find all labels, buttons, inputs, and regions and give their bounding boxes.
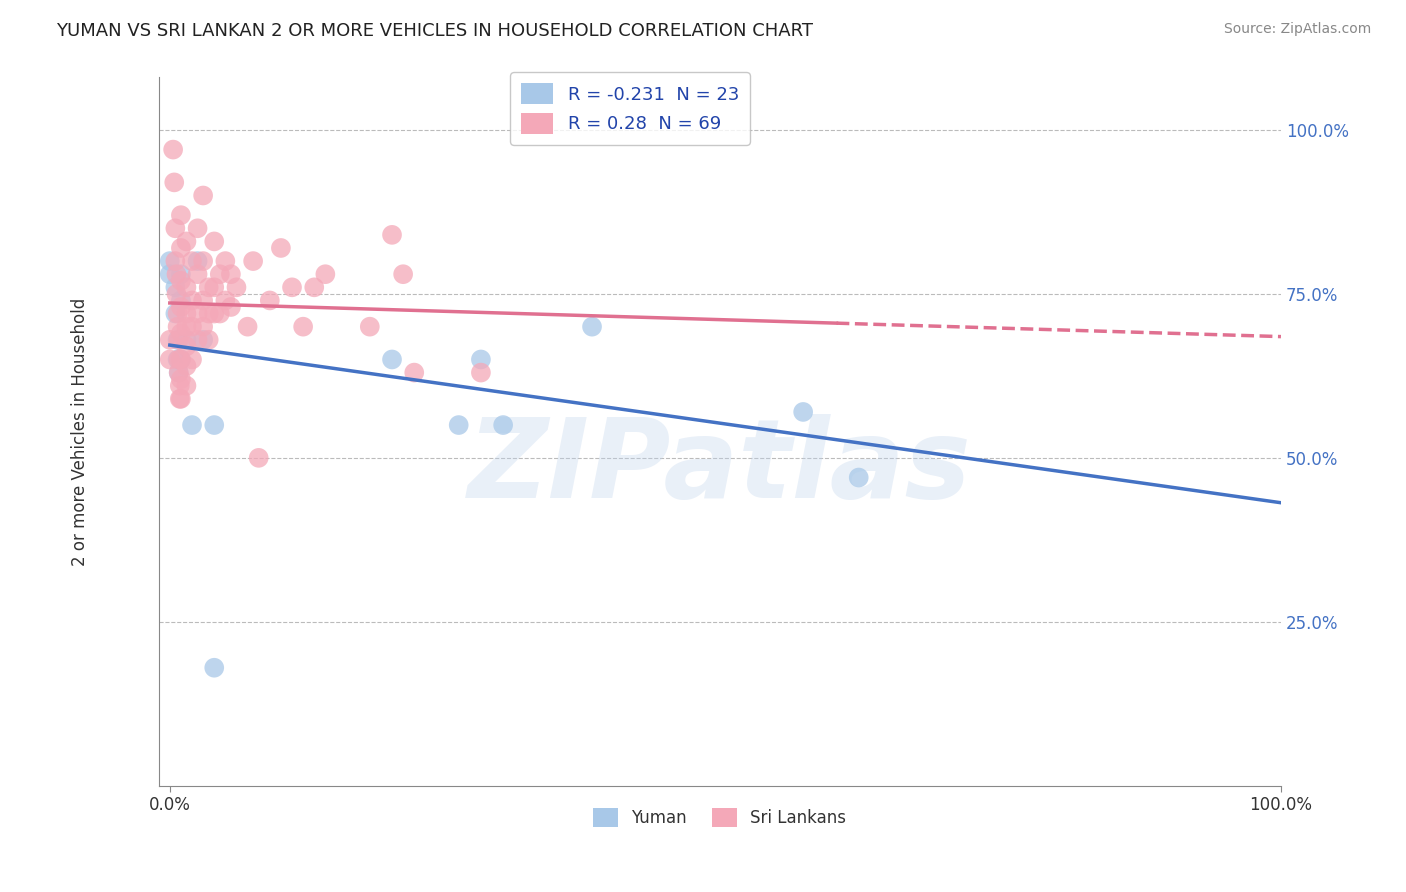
Point (187, 254, 209, 268)
Point (359, 319, 381, 334)
Point (236, 319, 259, 334)
Legend: Yuman, Sri Lankans: Yuman, Sri Lankans (586, 802, 853, 834)
Point (492, 418, 515, 433)
Point (191, 333, 214, 347)
Point (165, 280, 187, 294)
Point (214, 254, 236, 268)
Point (170, 372, 193, 386)
Point (792, 405, 814, 419)
Point (176, 280, 198, 294)
Point (162, 143, 184, 157)
Point (170, 241, 193, 255)
Point (197, 280, 219, 294)
Point (169, 392, 191, 406)
Point (166, 352, 188, 367)
Point (166, 333, 188, 347)
Point (197, 333, 219, 347)
Point (167, 333, 190, 347)
Point (170, 326, 193, 341)
Point (181, 254, 204, 268)
Point (208, 307, 231, 321)
Point (176, 333, 198, 347)
Point (170, 293, 193, 308)
Point (170, 352, 193, 367)
Point (581, 319, 603, 334)
Point (181, 352, 204, 367)
Point (292, 319, 315, 334)
Point (166, 267, 188, 281)
Point (314, 267, 336, 281)
Point (187, 267, 209, 281)
Point (170, 274, 193, 288)
Point (202, 661, 225, 675)
Point (176, 359, 198, 373)
Point (304, 280, 326, 294)
Point (159, 352, 181, 367)
Point (170, 392, 193, 406)
Point (219, 267, 242, 281)
Point (181, 319, 204, 334)
Point (159, 254, 181, 268)
Point (381, 352, 404, 367)
Point (167, 366, 190, 380)
Point (202, 307, 225, 321)
Point (176, 307, 198, 321)
Point (169, 378, 191, 392)
Text: Source: ZipAtlas.com: Source: ZipAtlas.com (1223, 22, 1371, 37)
Point (166, 319, 188, 334)
Point (170, 208, 193, 222)
Text: ZIPatlas: ZIPatlas (468, 414, 972, 521)
Point (163, 175, 186, 189)
Point (170, 267, 193, 281)
Point (176, 319, 198, 334)
Point (242, 254, 264, 268)
Point (159, 267, 181, 281)
Point (247, 450, 270, 465)
Point (165, 307, 187, 321)
Point (404, 366, 426, 380)
Point (219, 300, 242, 314)
Point (191, 293, 214, 308)
Point (381, 227, 404, 242)
Point (848, 470, 870, 484)
Point (259, 293, 281, 308)
Point (176, 339, 198, 353)
Point (470, 352, 492, 367)
Point (187, 333, 209, 347)
Point (166, 307, 188, 321)
Point (167, 352, 190, 367)
Point (165, 221, 187, 235)
Point (447, 418, 470, 433)
Point (191, 254, 214, 268)
Point (170, 352, 193, 367)
Point (176, 378, 198, 392)
Text: YUMAN VS SRI LANKAN 2 OR MORE VEHICLES IN HOUSEHOLD CORRELATION CHART: YUMAN VS SRI LANKAN 2 OR MORE VEHICLES I… (56, 22, 813, 40)
Point (208, 267, 231, 281)
Point (202, 280, 225, 294)
Point (187, 221, 209, 235)
Point (202, 418, 225, 433)
Point (167, 366, 190, 380)
Point (187, 307, 209, 321)
Point (181, 293, 204, 308)
Point (165, 254, 187, 268)
Point (470, 366, 492, 380)
Point (392, 267, 415, 281)
Point (176, 235, 198, 249)
Point (191, 319, 214, 334)
Point (197, 307, 219, 321)
Point (202, 235, 225, 249)
Point (181, 418, 204, 433)
Point (281, 280, 304, 294)
Point (170, 300, 193, 314)
Y-axis label: 2 or more Vehicles in Household: 2 or more Vehicles in Household (72, 298, 89, 566)
Point (159, 333, 181, 347)
Point (270, 241, 292, 255)
Point (191, 188, 214, 202)
Point (225, 280, 247, 294)
Point (166, 286, 188, 301)
Point (214, 293, 236, 308)
